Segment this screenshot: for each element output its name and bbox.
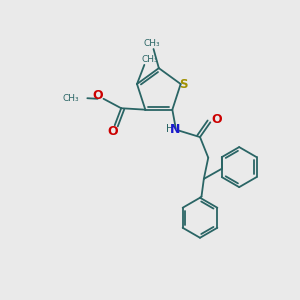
Text: O: O — [107, 125, 118, 138]
Text: O: O — [212, 113, 222, 126]
Text: CH₃: CH₃ — [144, 39, 160, 48]
Text: CH₃: CH₃ — [62, 94, 79, 103]
Text: N: N — [170, 123, 180, 136]
Text: O: O — [92, 89, 103, 102]
Text: CH₃: CH₃ — [142, 55, 159, 64]
Text: H: H — [166, 124, 173, 134]
Text: S: S — [179, 77, 187, 91]
